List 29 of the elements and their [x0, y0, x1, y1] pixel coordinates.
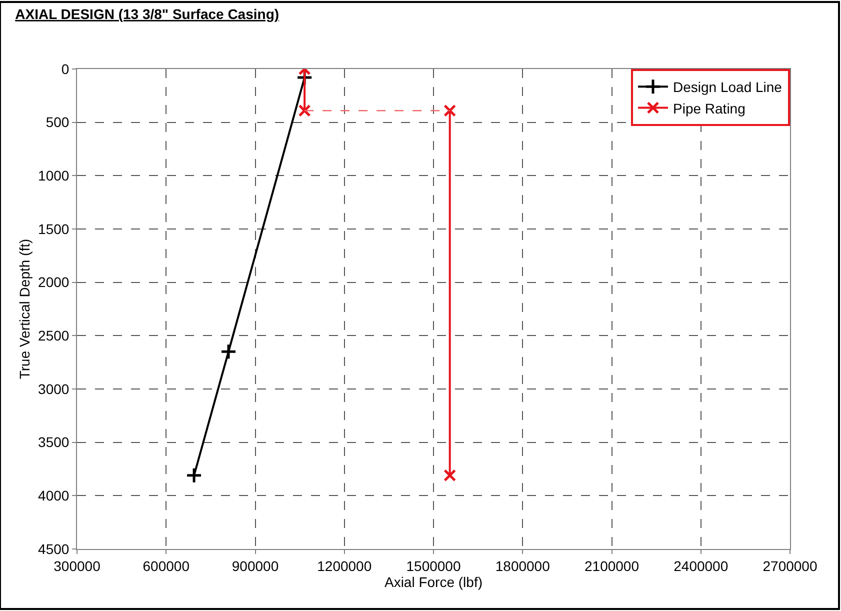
x-tick-label: 1200000	[317, 558, 372, 574]
x-tick-label: 900000	[232, 558, 279, 574]
x-tick-label: 1500000	[406, 558, 461, 574]
x-tick-label: 2100000	[584, 558, 640, 574]
point	[444, 469, 456, 482]
y-tick-label: 500	[46, 114, 70, 130]
x-tick-label: 2400000	[674, 558, 728, 574]
y-tick-label: 4500	[38, 540, 70, 557]
legend-label: Pipe Rating	[673, 100, 746, 116]
point	[186, 467, 202, 484]
y-tick-label: 1000	[38, 168, 70, 184]
x-tick-label: 2700000	[762, 558, 818, 574]
point	[444, 104, 456, 117]
y-tick-label: 0	[61, 60, 70, 77]
point	[298, 104, 311, 117]
x-axis-title: Axial Force (lbf)	[384, 574, 483, 590]
y-tick-label: 3500	[38, 434, 70, 450]
point	[220, 343, 237, 360]
y-tick-label: 3000	[38, 380, 70, 397]
x-tick-label: 1800000	[495, 558, 550, 574]
x-tick-label: 600000	[142, 558, 190, 574]
y-tick-label: 2000	[38, 274, 70, 290]
y-tick-label: 4000	[38, 488, 70, 504]
legend-label: Design Load Line	[673, 79, 782, 96]
x-tick-label: 300000	[54, 558, 101, 574]
y-tick-label: 1500	[38, 220, 70, 237]
y-axis-title: True Vertical Depth (ft)	[16, 238, 33, 380]
y-tick-label: 2500	[38, 328, 70, 344]
chart-title: AXIAL DESIGN (13 3/8" Surface Casing)	[15, 6, 280, 22]
